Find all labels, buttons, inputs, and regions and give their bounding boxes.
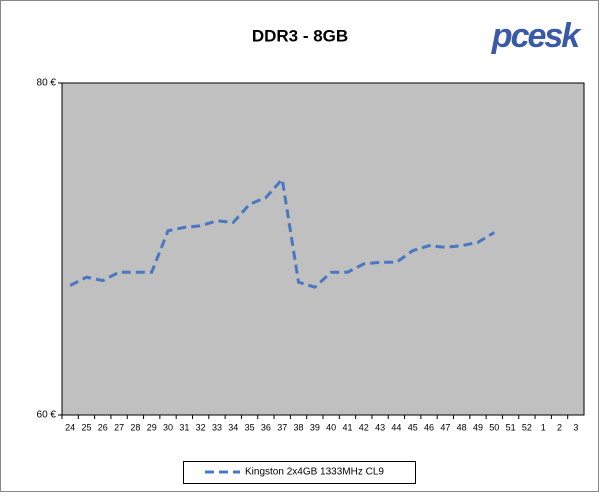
x-tick-label: 29 xyxy=(147,422,157,432)
x-tick-label: 27 xyxy=(114,422,124,432)
y-tick-label: 60 € xyxy=(37,410,57,421)
x-tick-label: 52 xyxy=(522,422,532,432)
series-line xyxy=(69,175,496,289)
x-tick-label: 38 xyxy=(294,422,304,432)
x-tick-label: 35 xyxy=(245,422,255,432)
x-tick-label: 39 xyxy=(310,422,320,432)
x-tick-label: 31 xyxy=(179,422,189,432)
x-tick-label: 2 xyxy=(557,422,562,432)
x-tick-label: 34 xyxy=(228,422,238,432)
x-tick-label: 41 xyxy=(342,422,352,432)
x-tick-label: 33 xyxy=(212,422,222,432)
x-tick-label: 3 xyxy=(573,422,578,432)
x-tick-label: 51 xyxy=(506,422,516,432)
x-tick-label: 37 xyxy=(277,422,287,432)
x-tick-label: 43 xyxy=(375,422,385,432)
x-tick-label: 42 xyxy=(359,422,369,432)
x-tick-label: 30 xyxy=(163,422,173,432)
x-tick-label: 48 xyxy=(457,422,467,432)
legend-box xyxy=(183,461,416,484)
x-tick-label: 32 xyxy=(196,422,206,432)
x-tick-label: 40 xyxy=(326,422,336,432)
x-tick-label: 28 xyxy=(130,422,140,432)
x-tick-label: 46 xyxy=(424,422,434,432)
x-tick-label: 36 xyxy=(261,422,271,432)
x-tick-label: 45 xyxy=(408,422,418,432)
x-tick-label: 24 xyxy=(65,422,75,432)
plot-area xyxy=(61,82,585,416)
x-tick-label: 1 xyxy=(541,422,546,432)
x-tick-label: 25 xyxy=(81,422,91,432)
x-tick-label: 26 xyxy=(98,422,108,432)
x-tick-label: 50 xyxy=(489,422,499,432)
legend-label: Kingston 2x4GB 1333MHz CL9 xyxy=(245,467,384,478)
x-tick-label: 47 xyxy=(440,422,450,432)
x-tick-label: 49 xyxy=(473,422,483,432)
x-tick-label: 44 xyxy=(391,422,401,432)
logo: pcesk xyxy=(491,17,582,55)
chart-title: DDR3 - 8GB xyxy=(252,26,348,45)
y-tick-label: 80 € xyxy=(37,78,57,89)
